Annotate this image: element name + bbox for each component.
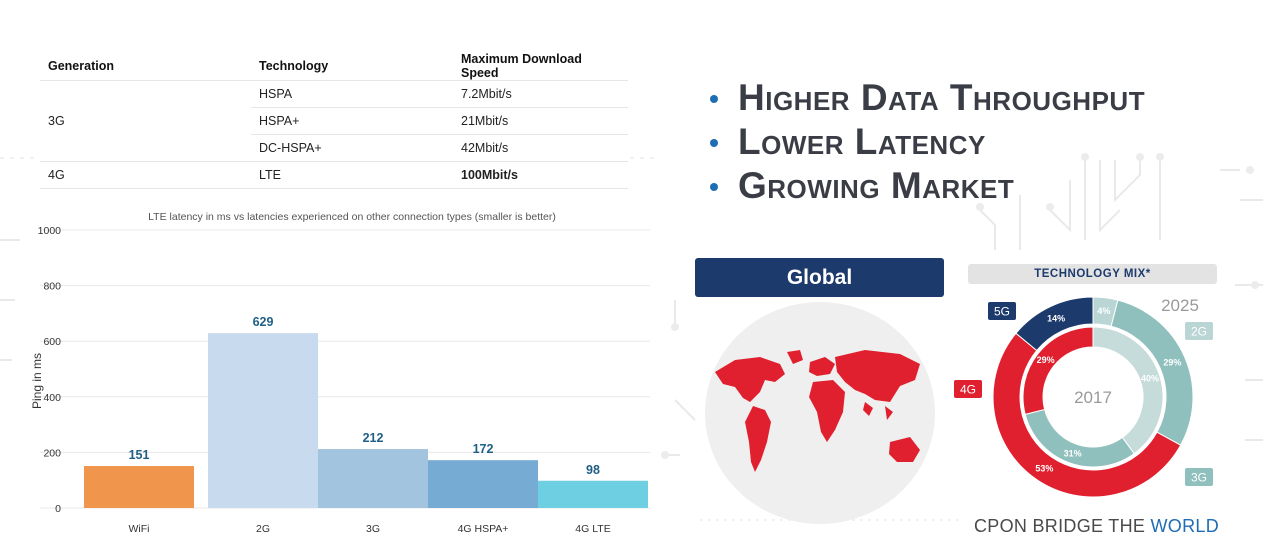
y-axis-label: Ping in ms (30, 353, 44, 409)
x-tick-label: 4G HSPA+ (458, 523, 509, 535)
technology-cell: LTE (251, 161, 453, 189)
series-tag-label: 3G (1191, 471, 1207, 485)
table-row: DC-HSPA+ 42Mbit/s (40, 134, 628, 162)
y-tick-label: 1000 (38, 225, 62, 237)
y-tick-label: 400 (43, 392, 61, 404)
slice-percent-label: 29% (1163, 358, 1181, 368)
slice-percent-label: 53% (1035, 464, 1053, 474)
donut-slice (1022, 326, 1094, 416)
slice-percent-label: 14% (1047, 314, 1065, 324)
speed-cell: 42Mbit/s (453, 134, 628, 162)
y-tick-label: 200 (43, 447, 61, 459)
y-tick-label: 600 (43, 336, 61, 348)
bar (84, 466, 194, 508)
y-tick-label: 0 (55, 503, 61, 515)
chart-title: LTE latency in ms vs latencies experienc… (148, 211, 556, 223)
column-header-technology: Technology (251, 52, 453, 81)
x-tick-label: 3G (366, 523, 380, 535)
world-map-globe (705, 302, 935, 524)
x-tick-label: WiFi (129, 523, 150, 535)
benefit-text: Growing Market (738, 165, 1015, 206)
table-row: HSPA+ 21Mbit/s (40, 107, 628, 135)
benefit-item: Lower Latency (706, 120, 1145, 164)
slice-percent-label: 4% (1097, 306, 1110, 316)
generation-cell: 4G (40, 161, 251, 189)
bullet-icon (710, 139, 718, 147)
speed-cell: 21Mbit/s (453, 107, 628, 135)
bar (208, 333, 318, 508)
series-tag-label: 4G (960, 383, 976, 397)
slice-percent-label: 29% (1037, 355, 1055, 365)
series-tag (988, 302, 1016, 320)
data-label: 172 (473, 442, 494, 456)
donut-slice (1015, 296, 1094, 352)
technology-cell: DC-HSPA+ (251, 134, 453, 162)
download-speed-table: Generation Technology Maximum Download S… (40, 52, 628, 189)
bar (428, 460, 538, 508)
series-tag-label: 2G (1191, 325, 1207, 339)
y-tick-label: 800 (43, 281, 61, 293)
outer-ring-year: 2025 (1161, 296, 1199, 315)
bar (538, 480, 648, 508)
latency-bar-chart: LTE latency in ms vs latencies experienc… (30, 211, 650, 535)
column-header-generation: Generation (40, 52, 251, 81)
data-label: 151 (129, 448, 150, 462)
donut-slice (992, 332, 1182, 498)
x-tick-label: 2G (256, 523, 270, 535)
slice-percent-label: 40% (1141, 373, 1159, 383)
column-header-speed: Maximum Download Speed (453, 52, 628, 81)
world-map-icon (715, 350, 920, 472)
footer-accent-text: WORLD (1150, 516, 1219, 536)
inner-ring-year: 2017 (1074, 388, 1112, 407)
benefit-item: Growing Market (706, 164, 1145, 208)
x-tick-label: 4G LTE (575, 523, 610, 535)
table-row: 4G LTE 100Mbit/s (40, 161, 628, 189)
series-tag (1185, 468, 1213, 486)
data-label: 629 (253, 315, 274, 329)
bar (318, 449, 428, 508)
generation-cell: 3G (40, 80, 251, 162)
footer-text: CPON BRIDGE THE (974, 516, 1151, 536)
bullet-icon (710, 183, 718, 191)
series-tag (1185, 322, 1213, 340)
table-row: 3G HSPA 7.2Mbit/s (40, 80, 628, 162)
benefit-text: Lower Latency (738, 121, 986, 162)
technology-mix-donut-chart: 4% 29% 53% 14% 40% 31% 29% 2017 2025 5G 2G 4G 3G (954, 296, 1213, 498)
series-tag (954, 380, 982, 398)
global-header: Global (695, 258, 944, 297)
table-header-row: Generation Technology Maximum Download S… (40, 52, 628, 81)
technology-cell: HSPA+ (251, 107, 453, 135)
benefit-item: Higher Data Throughput (706, 76, 1145, 120)
data-label: 212 (363, 431, 384, 445)
data-label: 98 (586, 463, 600, 477)
speed-cell: 100Mbit/s (453, 161, 628, 189)
series-tag-label: 5G (994, 305, 1010, 319)
footer-slogan: CPON BRIDGE THE WORLD (974, 516, 1219, 537)
speed-cell: 7.2Mbit/s (453, 80, 628, 108)
benefit-list: Higher Data Throughput Lower Latency Gro… (706, 76, 1145, 208)
technology-cell: HSPA (251, 80, 453, 108)
slice-percent-label: 31% (1064, 448, 1082, 458)
benefit-text: Higher Data Throughput (738, 77, 1146, 118)
technology-mix-header: TECHNOLOGY MIX* (968, 264, 1217, 284)
bullet-icon (710, 95, 718, 103)
